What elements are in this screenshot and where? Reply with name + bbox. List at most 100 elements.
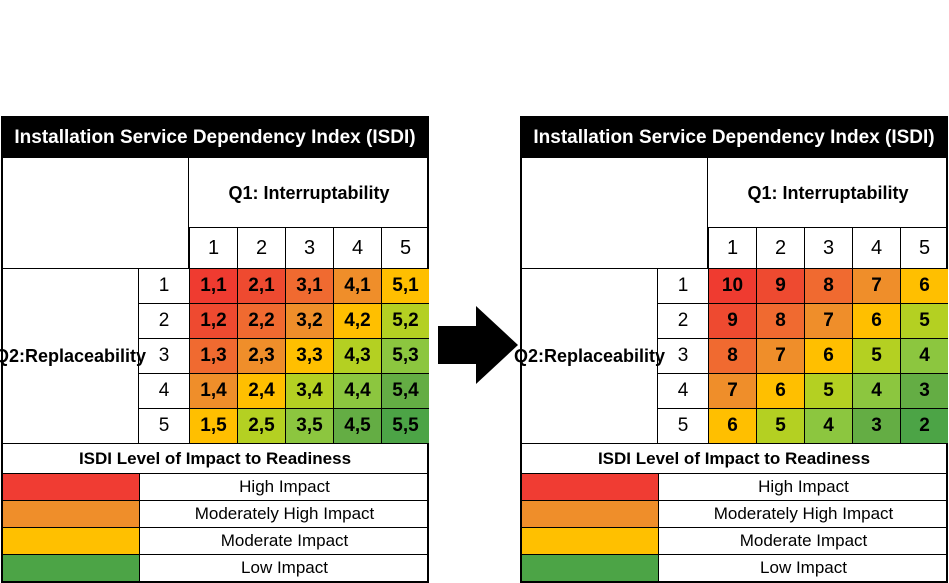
row-header: 3 bbox=[139, 338, 189, 373]
matrix-cell: 1,4 bbox=[189, 373, 237, 408]
matrix-cell: 2,4 bbox=[237, 373, 285, 408]
matrix-cell: 4,4 bbox=[333, 373, 381, 408]
matrix-cell: 5,2 bbox=[381, 303, 429, 338]
row-header: 4 bbox=[658, 373, 708, 408]
matrix-cell: 1,2 bbox=[189, 303, 237, 338]
corner-blank bbox=[522, 158, 708, 268]
row-header: 5 bbox=[139, 408, 189, 443]
q2-axis-label: Q2: Replaceability bbox=[514, 268, 665, 443]
q2-label-line2: Replaceability bbox=[543, 345, 666, 366]
q2-label-line2: Replaceability bbox=[24, 345, 147, 366]
matrix-cell: 5,3 bbox=[381, 338, 429, 373]
matrix-cell: 2,2 bbox=[237, 303, 285, 338]
row-header: 2 bbox=[139, 303, 189, 338]
legend-swatch bbox=[3, 500, 139, 527]
matrix-cell: 4,2 bbox=[333, 303, 381, 338]
matrix-cell: 4 bbox=[852, 373, 900, 408]
matrix-cell: 1,1 bbox=[189, 268, 237, 303]
matrix-cell: 7 bbox=[852, 268, 900, 303]
isdi-panel-scores: Installation Service Dependency Index (I… bbox=[514, 116, 948, 583]
matrix-cell: 2,3 bbox=[237, 338, 285, 373]
matrix-cell: 5,4 bbox=[381, 373, 429, 408]
matrix-cell: 3,2 bbox=[285, 303, 333, 338]
matrix-cell: 3,1 bbox=[285, 268, 333, 303]
column-header: 5 bbox=[381, 228, 429, 268]
q1-axis-label: Q1: Interruptability bbox=[708, 158, 948, 228]
row-header: 2 bbox=[658, 303, 708, 338]
matrix-cell: 6 bbox=[708, 408, 756, 443]
matrix-cell: 2 bbox=[900, 408, 948, 443]
matrix-cell: 5,5 bbox=[381, 408, 429, 443]
matrix-cell: 9 bbox=[708, 303, 756, 338]
legend-title: ISDI Level of Impact to Readiness bbox=[522, 443, 946, 473]
matrix-cell: 3 bbox=[852, 408, 900, 443]
legend-label: Low Impact bbox=[139, 554, 429, 581]
matrix-cell: 2,5 bbox=[237, 408, 285, 443]
legend-swatch bbox=[522, 527, 658, 554]
matrix-cell: 8 bbox=[756, 303, 804, 338]
legend-swatch bbox=[3, 473, 139, 500]
legend-swatch bbox=[522, 554, 658, 581]
legend-swatch bbox=[522, 500, 658, 527]
matrix-cell: 7 bbox=[708, 373, 756, 408]
q2-label-line1: Q2: bbox=[0, 345, 25, 366]
right-arrow-icon bbox=[438, 306, 518, 384]
legend-label: Moderate Impact bbox=[139, 527, 429, 554]
row-header: 3 bbox=[658, 338, 708, 373]
matrix-cell: 6 bbox=[852, 303, 900, 338]
legend-swatch bbox=[522, 473, 658, 500]
column-header: 1 bbox=[708, 228, 756, 268]
legend-swatch bbox=[3, 554, 139, 581]
matrix-cell: 4,3 bbox=[333, 338, 381, 373]
panel-title: Installation Service Dependency Index (I… bbox=[522, 118, 946, 158]
matrix-cell: 4 bbox=[804, 408, 852, 443]
legend-label: Moderate Impact bbox=[658, 527, 948, 554]
matrix-cell: 7 bbox=[804, 303, 852, 338]
matrix-cell: 6 bbox=[756, 373, 804, 408]
row-header: 1 bbox=[658, 268, 708, 303]
legend-label: High Impact bbox=[658, 473, 948, 500]
column-header: 4 bbox=[852, 228, 900, 268]
row-header: 5 bbox=[658, 408, 708, 443]
column-header: 3 bbox=[804, 228, 852, 268]
isdi-panel-coordinates: Installation Service Dependency Index (I… bbox=[0, 116, 429, 583]
panel-title: Installation Service Dependency Index (I… bbox=[3, 118, 427, 158]
row-header: 1 bbox=[139, 268, 189, 303]
q1-axis-label: Q1: Interruptability bbox=[189, 158, 429, 228]
legend-label: Moderately High Impact bbox=[658, 500, 948, 527]
matrix-cell: 3,5 bbox=[285, 408, 333, 443]
legend-label: High Impact bbox=[139, 473, 429, 500]
matrix-cell: 5 bbox=[852, 338, 900, 373]
legend-label: Low Impact bbox=[658, 554, 948, 581]
legend-label: Moderately High Impact bbox=[139, 500, 429, 527]
matrix-cell: 4,1 bbox=[333, 268, 381, 303]
matrix-cell: 3,3 bbox=[285, 338, 333, 373]
column-header: 1 bbox=[189, 228, 237, 268]
column-header: 3 bbox=[285, 228, 333, 268]
matrix-cell: 6 bbox=[804, 338, 852, 373]
matrix-cell: 10 bbox=[708, 268, 756, 303]
matrix-cell: 8 bbox=[708, 338, 756, 373]
column-header: 4 bbox=[333, 228, 381, 268]
matrix-cell: 5 bbox=[756, 408, 804, 443]
legend-swatch bbox=[3, 527, 139, 554]
matrix-cell: 5,1 bbox=[381, 268, 429, 303]
matrix-cell: 5 bbox=[804, 373, 852, 408]
corner-blank bbox=[3, 158, 189, 268]
matrix-cell: 2,1 bbox=[237, 268, 285, 303]
matrix-cell: 4 bbox=[900, 338, 948, 373]
matrix-cell: 1,3 bbox=[189, 338, 237, 373]
matrix-cell: 1,5 bbox=[189, 408, 237, 443]
q2-label-line1: Q2: bbox=[513, 345, 544, 366]
matrix-cell: 5 bbox=[900, 303, 948, 338]
column-header: 2 bbox=[756, 228, 804, 268]
matrix-cell: 9 bbox=[756, 268, 804, 303]
matrix-cell: 3 bbox=[900, 373, 948, 408]
matrix-cell: 8 bbox=[804, 268, 852, 303]
q2-axis-label: Q2: Replaceability bbox=[0, 268, 146, 443]
column-header: 5 bbox=[900, 228, 948, 268]
matrix-cell: 4,5 bbox=[333, 408, 381, 443]
matrix-cell: 6 bbox=[900, 268, 948, 303]
matrix-cell: 3,4 bbox=[285, 373, 333, 408]
matrix-cell: 7 bbox=[756, 338, 804, 373]
